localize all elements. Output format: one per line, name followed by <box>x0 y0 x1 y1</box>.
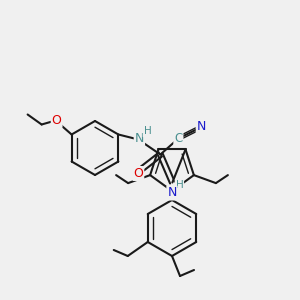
Text: O: O <box>134 167 143 180</box>
Text: H: H <box>176 179 183 190</box>
Text: N: N <box>197 120 206 133</box>
Text: N: N <box>167 187 177 200</box>
Text: C: C <box>174 132 182 145</box>
Text: N: N <box>135 132 144 145</box>
Text: O: O <box>52 114 61 127</box>
Text: H: H <box>143 127 151 136</box>
